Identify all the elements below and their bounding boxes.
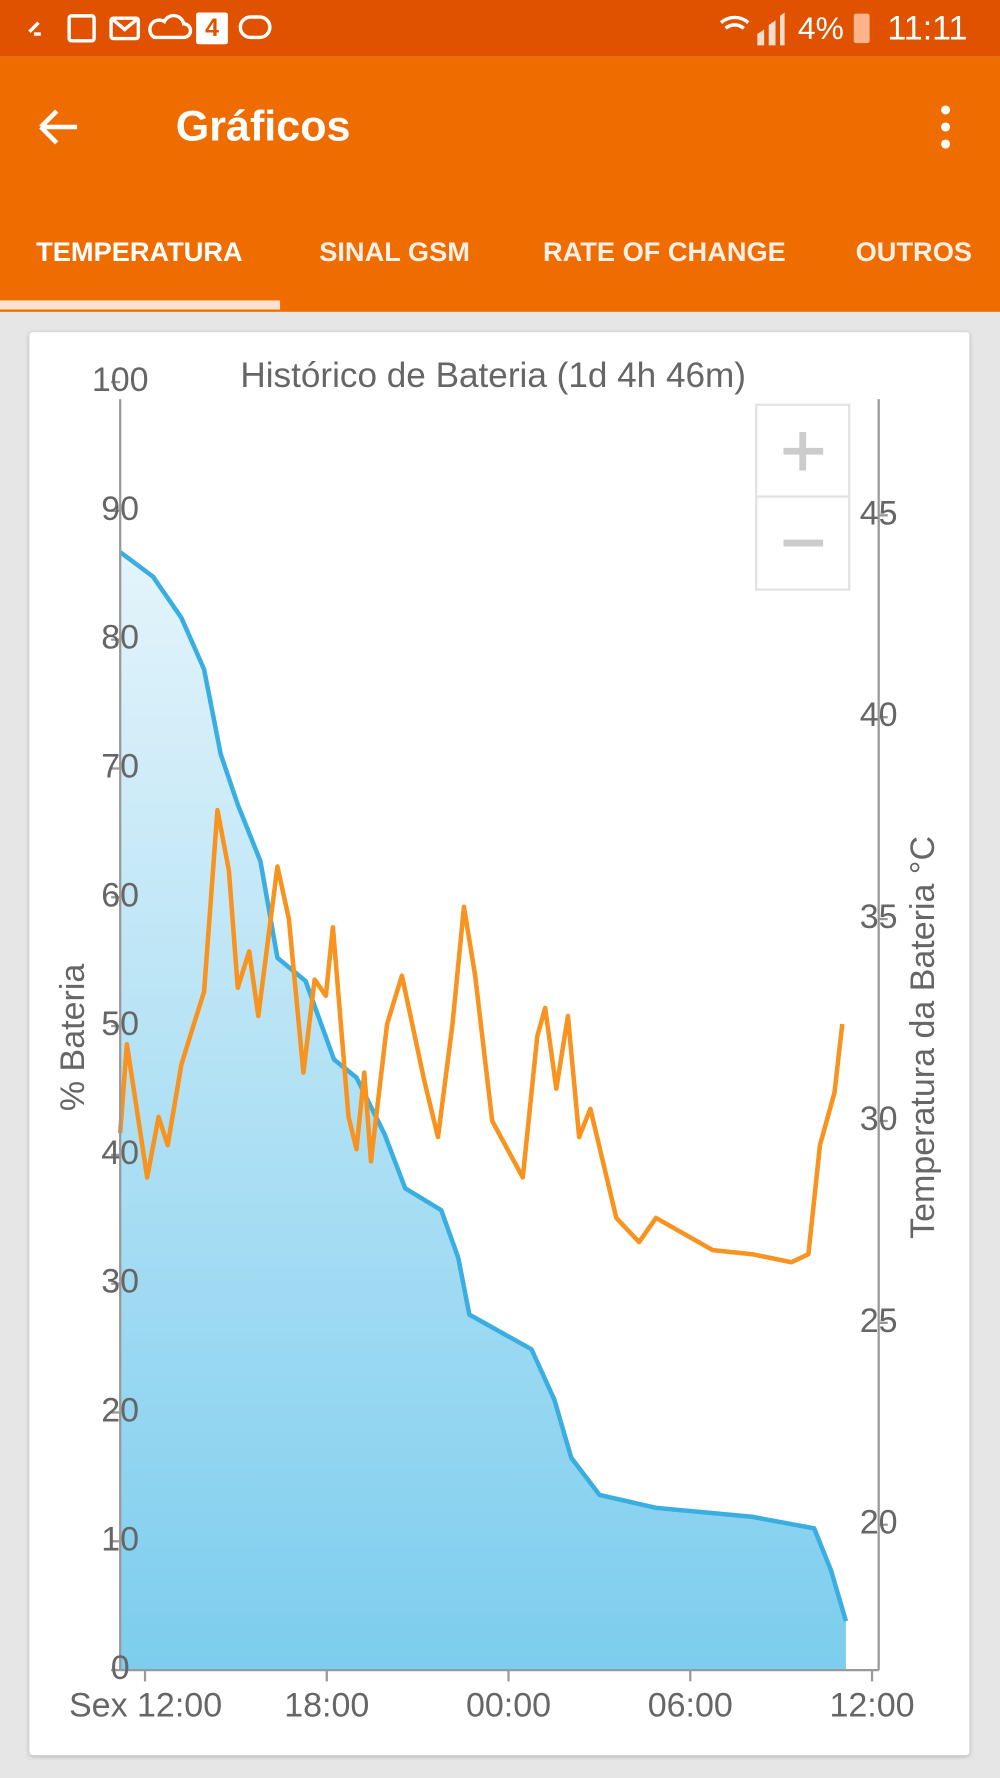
zoom-out[interactable] (755, 495, 851, 591)
wifi-icon (719, 15, 750, 30)
zoom-icons (783, 431, 824, 547)
y2-tick-label: 40 (860, 696, 898, 734)
y-tick-label: 10 (101, 1520, 139, 1558)
line (118, 550, 849, 1622)
zoom-controls (755, 403, 851, 591)
x-tick-label: 12:00 (829, 1686, 914, 1724)
y-tick-label: 70 (101, 747, 139, 785)
tab[interactable]: SINAL GSM (319, 236, 470, 267)
y-tick-label: 40 (101, 1134, 139, 1172)
x-tick-label: 18:00 (284, 1686, 369, 1724)
y-tick-label: 0 (111, 1649, 130, 1687)
y-tick-label: 20 (101, 1391, 139, 1429)
overflow-menu[interactable] (941, 105, 951, 149)
signal-icon (757, 12, 785, 46)
y-tick-label: 30 (101, 1263, 139, 1301)
notification-badge (196, 12, 228, 45)
tab[interactable]: RATE OF CHANGE (543, 236, 786, 267)
status-bar (0, 0, 1000, 57)
y2-tick-label: 25 (860, 1302, 898, 1340)
status-icons (28, 13, 272, 43)
area (120, 552, 846, 1671)
x-tick-label: 06:00 (648, 1686, 733, 1724)
tab-indicator (0, 300, 281, 310)
y2-tick-label: 20 (860, 1504, 898, 1542)
app-title: Gráficos (176, 103, 351, 151)
y2-tick-label: 30 (860, 1100, 898, 1138)
notification-count: 4 (205, 14, 219, 42)
chart-title: Histórico de Bateria (1d 4h 46m) (240, 356, 746, 395)
app-bar (0, 56, 1000, 312)
y-tick-label: 50 (101, 1005, 139, 1043)
y-tick-label: 60 (101, 876, 139, 914)
y2-axis-label: Temperatura da Bateria °C (904, 836, 942, 1239)
x-tick-label: 00:00 (466, 1686, 551, 1724)
back-button[interactable] (39, 109, 78, 145)
x-tick-label: Sex 12:00 (69, 1686, 222, 1724)
line (117, 807, 845, 1265)
tab[interactable]: OUTROS (856, 236, 972, 267)
y-tick-label: 100 (92, 361, 149, 399)
y2-tick-label: 45 (860, 494, 898, 532)
plot: 0 10 20 30 40 50 60 70 80 90 100 20 25 30 35 40 45 Sex 12… (69, 361, 915, 1724)
y2-tick-label: 35 (860, 898, 898, 936)
battery-icon (853, 13, 870, 44)
clock: 11:11 (887, 10, 967, 48)
y-tick-label: 80 (101, 619, 139, 657)
y-axis-label: % Bateria (54, 964, 92, 1111)
y-tick-label: 90 (101, 490, 139, 528)
battery-percent: 4% (798, 10, 844, 46)
tab[interactable]: TEMPERATURA (36, 236, 243, 267)
